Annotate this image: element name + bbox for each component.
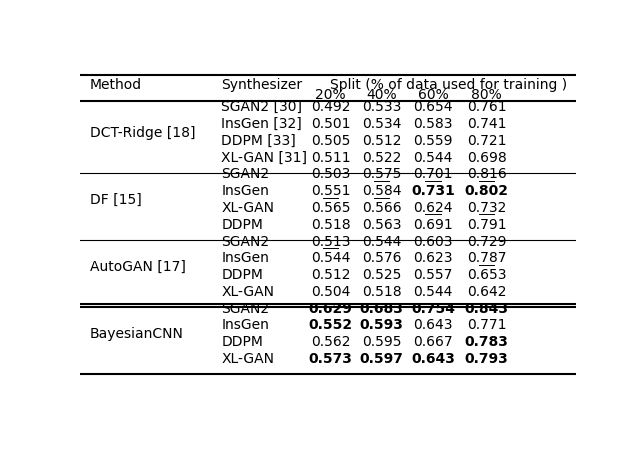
Text: 0.583: 0.583	[413, 117, 453, 131]
Text: Synthesizer: Synthesizer	[221, 78, 303, 92]
Text: 0.503: 0.503	[311, 168, 350, 182]
Text: InsGen [32]: InsGen [32]	[221, 117, 302, 131]
Text: SGAN2: SGAN2	[221, 168, 269, 182]
Text: 80%: 80%	[471, 88, 502, 102]
Text: InsGen: InsGen	[221, 252, 269, 265]
Text: 0.551: 0.551	[311, 184, 350, 198]
Text: 0.501: 0.501	[311, 117, 350, 131]
Text: DF [15]: DF [15]	[90, 192, 141, 207]
Text: DDPM [33]: DDPM [33]	[221, 134, 296, 148]
Text: 0.816: 0.816	[467, 168, 507, 182]
Text: 0.492: 0.492	[311, 100, 350, 114]
Text: 0.667: 0.667	[413, 335, 453, 349]
Text: 0.566: 0.566	[362, 201, 401, 215]
Text: 0.729: 0.729	[467, 235, 506, 249]
Text: 0.771: 0.771	[467, 318, 506, 332]
Text: 0.654: 0.654	[413, 100, 453, 114]
Text: 0.512: 0.512	[311, 268, 350, 282]
Text: 0.761: 0.761	[467, 100, 506, 114]
Text: 0.552: 0.552	[308, 318, 353, 332]
Text: 0.518: 0.518	[362, 285, 401, 299]
Text: 0.698: 0.698	[467, 151, 507, 165]
Text: 0.584: 0.584	[362, 184, 401, 198]
Text: 0.731: 0.731	[412, 184, 455, 198]
Text: 0.843: 0.843	[465, 302, 509, 316]
Text: 0.683: 0.683	[360, 302, 403, 316]
Text: 40%: 40%	[366, 88, 397, 102]
Text: 0.575: 0.575	[362, 168, 401, 182]
Text: Method: Method	[90, 78, 142, 92]
Text: 0.721: 0.721	[467, 134, 506, 148]
Text: 0.518: 0.518	[310, 218, 350, 232]
Text: 0.563: 0.563	[362, 218, 401, 232]
Text: Split (% of data used for training ): Split (% of data used for training )	[330, 78, 568, 92]
Text: 0.513: 0.513	[311, 235, 350, 249]
Text: 0.597: 0.597	[360, 352, 403, 366]
Text: 0.691: 0.691	[413, 218, 453, 232]
Text: AutoGAN [17]: AutoGAN [17]	[90, 260, 186, 274]
Text: 0.643: 0.643	[413, 318, 453, 332]
Text: XL-GAN: XL-GAN	[221, 285, 275, 299]
Text: DDPM: DDPM	[221, 268, 263, 282]
Text: DDPM: DDPM	[221, 335, 263, 349]
Text: XL-GAN [31]: XL-GAN [31]	[221, 151, 307, 165]
Text: 0.783: 0.783	[465, 335, 509, 349]
Text: 0.701: 0.701	[413, 168, 453, 182]
Text: 0.559: 0.559	[413, 134, 453, 148]
Text: 0.576: 0.576	[362, 252, 401, 265]
Text: 0.595: 0.595	[362, 335, 401, 349]
Text: 0.544: 0.544	[413, 285, 453, 299]
Text: 0.573: 0.573	[308, 352, 353, 366]
Text: 0.534: 0.534	[362, 117, 401, 131]
Text: 0.544: 0.544	[311, 252, 350, 265]
Text: 0.787: 0.787	[467, 252, 506, 265]
Text: 0.802: 0.802	[465, 184, 509, 198]
Text: 0.505: 0.505	[311, 134, 350, 148]
Text: SGAN2: SGAN2	[221, 302, 269, 316]
Text: XL-GAN: XL-GAN	[221, 201, 275, 215]
Text: 0.511: 0.511	[310, 151, 350, 165]
Text: 20%: 20%	[315, 88, 346, 102]
Text: 0.544: 0.544	[413, 151, 453, 165]
Text: 0.544: 0.544	[362, 235, 401, 249]
Text: 0.522: 0.522	[362, 151, 401, 165]
Text: InsGen: InsGen	[221, 184, 269, 198]
Text: SGAN2: SGAN2	[221, 235, 269, 249]
Text: 0.642: 0.642	[467, 285, 506, 299]
Text: 0.593: 0.593	[360, 318, 403, 332]
Text: 0.754: 0.754	[411, 302, 455, 316]
Text: 0.533: 0.533	[362, 100, 401, 114]
Text: 60%: 60%	[418, 88, 449, 102]
Text: 0.623: 0.623	[413, 252, 453, 265]
Text: 0.504: 0.504	[311, 285, 350, 299]
Text: 0.791: 0.791	[467, 218, 506, 232]
Text: 0.643: 0.643	[412, 352, 455, 366]
Text: 0.565: 0.565	[311, 201, 350, 215]
Text: 0.603: 0.603	[413, 235, 453, 249]
Text: XL-GAN: XL-GAN	[221, 352, 275, 366]
Text: DDPM: DDPM	[221, 218, 263, 232]
Text: 0.732: 0.732	[467, 201, 506, 215]
Text: 0.624: 0.624	[413, 201, 453, 215]
Text: InsGen: InsGen	[221, 318, 269, 332]
Text: 0.741: 0.741	[467, 117, 506, 131]
Text: SGAN2 [30]: SGAN2 [30]	[221, 100, 302, 114]
Text: 0.793: 0.793	[465, 352, 509, 366]
Text: 0.557: 0.557	[413, 268, 453, 282]
Text: 0.653: 0.653	[467, 268, 506, 282]
Text: DCT-Ridge [18]: DCT-Ridge [18]	[90, 125, 195, 139]
Text: BayesianCNN: BayesianCNN	[90, 327, 184, 341]
Text: 0.629: 0.629	[308, 302, 353, 316]
Text: 0.525: 0.525	[362, 268, 401, 282]
Text: 0.512: 0.512	[362, 134, 401, 148]
Text: 0.562: 0.562	[311, 335, 350, 349]
